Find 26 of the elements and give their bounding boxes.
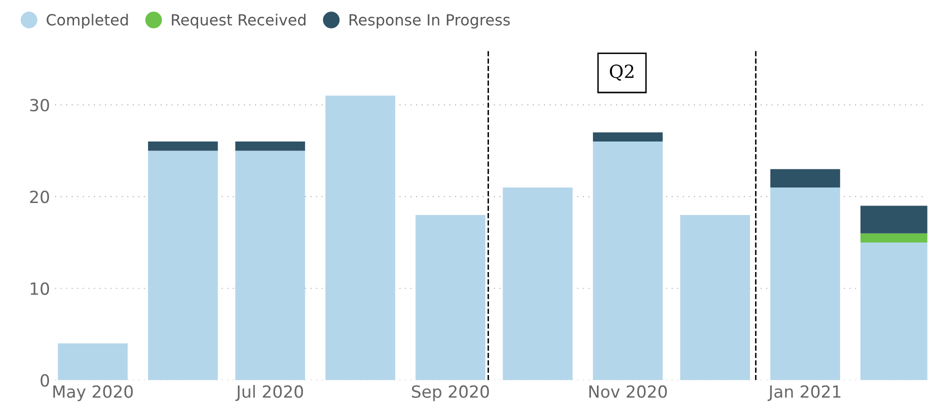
bar — [770, 187, 840, 380]
annotation: Q2 — [610, 64, 634, 81]
bar — [770, 169, 840, 188]
x-tick-label: Jan 2021 — [768, 385, 840, 401]
y-tick-label: 0 — [40, 374, 50, 387]
bar — [502, 187, 573, 380]
x-tick-label: Sep 2020 — [412, 385, 489, 402]
y-tick-label: 10 — [30, 282, 50, 295]
bar — [235, 142, 306, 151]
x-tick-label: Nov 2020 — [589, 385, 667, 398]
bar — [416, 214, 486, 380]
bar — [235, 150, 306, 380]
bar — [325, 96, 396, 380]
bar — [592, 132, 663, 142]
x-tick-label: Jul 2020 — [235, 385, 303, 401]
bar — [148, 142, 218, 151]
bar — [58, 343, 128, 380]
legend-label: Response In Progress — [350, 14, 510, 29]
bar — [680, 214, 750, 380]
legend-label: Completed — [46, 14, 128, 29]
y-tick-label: 20 — [30, 190, 50, 204]
y-tick-label: 30 — [30, 98, 50, 112]
legend-label: Request Received — [172, 14, 306, 29]
x-tick-label: May 2020 — [53, 385, 133, 402]
bar — [148, 150, 218, 380]
bar — [592, 142, 663, 380]
